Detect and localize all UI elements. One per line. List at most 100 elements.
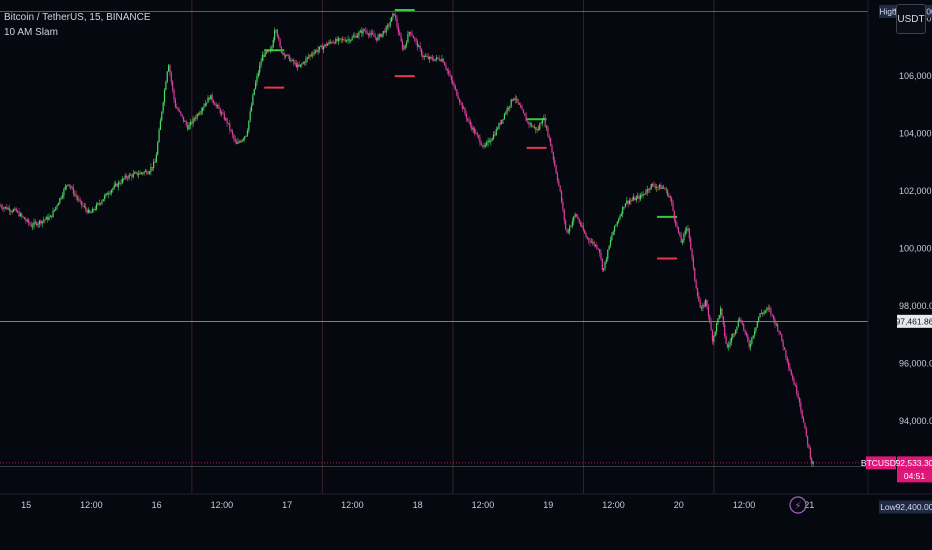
candle [90, 212, 92, 214]
candle [104, 195, 106, 200]
low-value-label: 92,400.00 [896, 502, 932, 512]
candle [715, 323, 718, 332]
candle [344, 40, 346, 42]
candle [650, 183, 652, 189]
candle [200, 111, 202, 113]
candle [604, 261, 606, 269]
candle [52, 210, 54, 218]
candle [136, 172, 138, 176]
candle [528, 121, 530, 125]
alert-icon[interactable]: ⚡ [789, 496, 807, 514]
candle [178, 110, 181, 112]
candle [182, 116, 185, 122]
candle [72, 187, 75, 194]
candle [282, 52, 284, 54]
candle [106, 193, 109, 195]
candle [494, 134, 496, 136]
candle [673, 210, 675, 220]
candle [717, 318, 719, 324]
candle [188, 125, 190, 130]
candle [812, 461, 814, 464]
candle [382, 30, 385, 34]
candle [181, 114, 183, 117]
candle [748, 340, 750, 348]
candle [97, 203, 99, 205]
candle [264, 52, 266, 57]
candle [158, 130, 160, 143]
candle [184, 121, 186, 122]
candle [722, 316, 724, 325]
y-tick-label: 102,000.00 [899, 186, 932, 196]
candle [180, 111, 182, 115]
candle [718, 315, 720, 319]
candle [271, 47, 273, 50]
candle [36, 222, 38, 226]
candle [170, 72, 172, 82]
candle [174, 99, 176, 107]
candle [699, 301, 701, 309]
candle [475, 132, 477, 134]
candle [687, 228, 689, 230]
candle [112, 188, 114, 191]
candle [439, 60, 442, 62]
candle [477, 135, 480, 138]
candle [17, 211, 19, 213]
candle [507, 108, 510, 109]
countdown-label-bg [897, 469, 932, 483]
candle [129, 174, 132, 176]
candle [652, 183, 654, 185]
candle [120, 182, 122, 184]
candle [517, 98, 519, 103]
candle [473, 128, 476, 134]
candle [301, 63, 303, 65]
candle [109, 192, 111, 194]
candle [592, 241, 594, 243]
candle [526, 121, 529, 122]
candle [7, 208, 9, 210]
candle [18, 211, 20, 217]
candle [386, 25, 389, 27]
candle [235, 141, 238, 144]
candle [781, 334, 783, 342]
candle [792, 375, 794, 380]
candle [622, 207, 624, 214]
candle [79, 199, 81, 201]
candle [105, 193, 107, 196]
candle [12, 209, 15, 212]
candle [245, 135, 247, 137]
candle [192, 118, 194, 124]
candle [71, 187, 73, 189]
candle [471, 125, 473, 130]
candle [244, 136, 246, 139]
candle [615, 224, 617, 226]
candle [600, 252, 602, 259]
candle [143, 171, 145, 174]
candle [739, 319, 741, 321]
candle [745, 332, 748, 336]
candle [21, 213, 23, 217]
x-tick-label: 19 [543, 500, 553, 510]
candle [548, 136, 550, 139]
candle [259, 65, 261, 73]
candle [0, 205, 2, 208]
candle [426, 56, 428, 58]
candle [427, 56, 429, 59]
candle [794, 384, 796, 386]
candle [558, 180, 560, 186]
candle [532, 126, 534, 128]
currency-button[interactable]: USDT [896, 4, 926, 34]
candle [275, 29, 277, 31]
candle [579, 222, 582, 226]
candle [734, 330, 737, 334]
candle [132, 173, 134, 177]
candle [429, 57, 431, 59]
indicator-name[interactable]: 10 AM Slam [4, 27, 58, 38]
candle [276, 29, 278, 37]
candle [102, 199, 104, 202]
candle [666, 189, 669, 197]
candle [401, 41, 404, 49]
candle [495, 129, 497, 136]
candle [613, 225, 616, 232]
candle [635, 197, 637, 201]
